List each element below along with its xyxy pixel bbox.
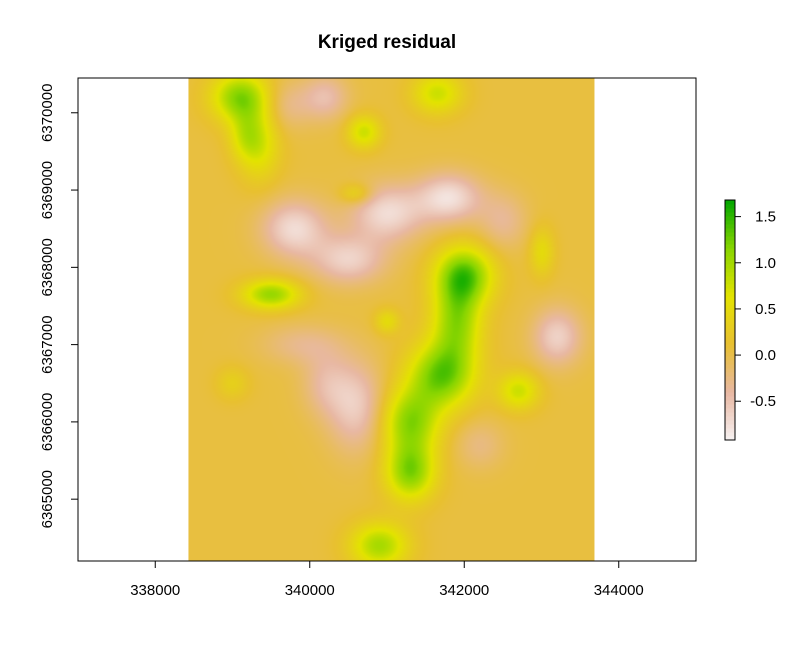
- y-tick-label: 6366000: [39, 393, 56, 451]
- colorbar-segment: [725, 208, 735, 213]
- colorbar-segment: [725, 252, 735, 257]
- colorbar-segment: [725, 320, 735, 325]
- colorbar-segment: [725, 348, 735, 353]
- colorbar-segment: [725, 412, 735, 417]
- colorbar-segment: [725, 344, 735, 349]
- colorbar-segment: [725, 244, 735, 249]
- y-tick-label: 6367000: [39, 315, 56, 373]
- colorbar-segment: [725, 360, 735, 365]
- x-tick-label: 338000: [130, 582, 180, 599]
- plot-frame: [77, 77, 697, 562]
- colorbar-segment: [725, 404, 735, 409]
- x-tick-label: 340000: [285, 582, 335, 599]
- colorbar-segment: [725, 328, 735, 333]
- colorbar-segment: [725, 400, 735, 405]
- colorbar-segment: [725, 308, 735, 313]
- chart-title: Kriged residual: [318, 32, 456, 53]
- y-tick-label: 6369000: [39, 161, 56, 219]
- colorbar-segment: [725, 216, 735, 221]
- colorbar-segment: [725, 380, 735, 385]
- colorbar-segment: [725, 436, 735, 441]
- colorbar-tick-label: 1.0: [755, 255, 776, 272]
- colorbar-segment: [725, 332, 735, 337]
- colorbar-segment: [725, 240, 735, 245]
- colorbar-segment: [725, 304, 735, 309]
- colorbar-segment: [725, 204, 735, 209]
- colorbar-frame: [724, 199, 736, 441]
- colorbar-segment: [725, 276, 735, 281]
- colorbar-segment: [725, 236, 735, 241]
- colorbar-segment: [725, 220, 735, 225]
- colorbar-segment: [725, 364, 735, 369]
- colorbar-segment: [725, 256, 735, 261]
- colorbar-segment: [725, 356, 735, 361]
- colorbar-tick-label: 1.5: [755, 209, 776, 226]
- colorbar-segment: [725, 396, 735, 401]
- colorbar-segment: [725, 268, 735, 273]
- colorbar-segment: [725, 352, 735, 357]
- colorbar-segment: [725, 368, 735, 373]
- colorbar-segment: [725, 424, 735, 429]
- colorbar-segment: [725, 392, 735, 397]
- colorbar-segment: [725, 232, 735, 237]
- colorbar-segment: [725, 260, 735, 265]
- colorbar-segment: [725, 384, 735, 389]
- colorbar-segment: [725, 296, 735, 301]
- colorbar-segment: [725, 224, 735, 229]
- colorbar-segment: [725, 316, 735, 321]
- colorbar-segment: [725, 340, 735, 345]
- x-tick-label: 344000: [594, 582, 644, 599]
- colorbar-segment: [725, 284, 735, 289]
- x-axis: 338000 340000 342000 344000: [130, 561, 644, 599]
- colorbar-segment: [725, 200, 735, 205]
- colorbar-segment: [725, 372, 735, 377]
- y-axis: 6365000 6366000 6367000 6368000 6369000 63700…: [39, 84, 78, 528]
- colorbar-segment: [725, 432, 735, 437]
- colorbar-segment: [725, 376, 735, 381]
- x-tick-label: 342000: [439, 582, 489, 599]
- colorbar-segment: [725, 272, 735, 277]
- colorbar-segment: [725, 280, 735, 285]
- colorbar-segment: [725, 264, 735, 269]
- colorbar-tick-label: -0.5: [750, 393, 776, 410]
- colorbar-tick-label: 0.5: [755, 301, 776, 318]
- colorbar-segment: [725, 324, 735, 329]
- colorbar-segment: [725, 416, 735, 421]
- colorbar-segment: [725, 288, 735, 293]
- y-tick-label: 6368000: [39, 238, 56, 296]
- colorbar-segment: [725, 228, 735, 233]
- colorbar-segment: [725, 212, 735, 217]
- colorbar-segment: [725, 312, 735, 317]
- colorbar-segment: [725, 336, 735, 341]
- residual-raster: [188, 78, 595, 561]
- colorbar-segment: [725, 408, 735, 413]
- colorbar-tick-label: 0.0: [755, 347, 776, 364]
- colorbar-segment: [725, 420, 735, 425]
- raster-layer: [188, 78, 595, 561]
- colorbar: 1.5 1.0 0.5 0.0 -0.5: [724, 199, 776, 441]
- y-tick-label: 6370000: [39, 84, 56, 142]
- y-tick-label: 6365000: [39, 470, 56, 528]
- colorbar-segment: [725, 292, 735, 297]
- colorbar-segment: [725, 300, 735, 305]
- colorbar-segment: [725, 248, 735, 253]
- colorbar-segment: [725, 388, 735, 393]
- colorbar-segment: [725, 428, 735, 433]
